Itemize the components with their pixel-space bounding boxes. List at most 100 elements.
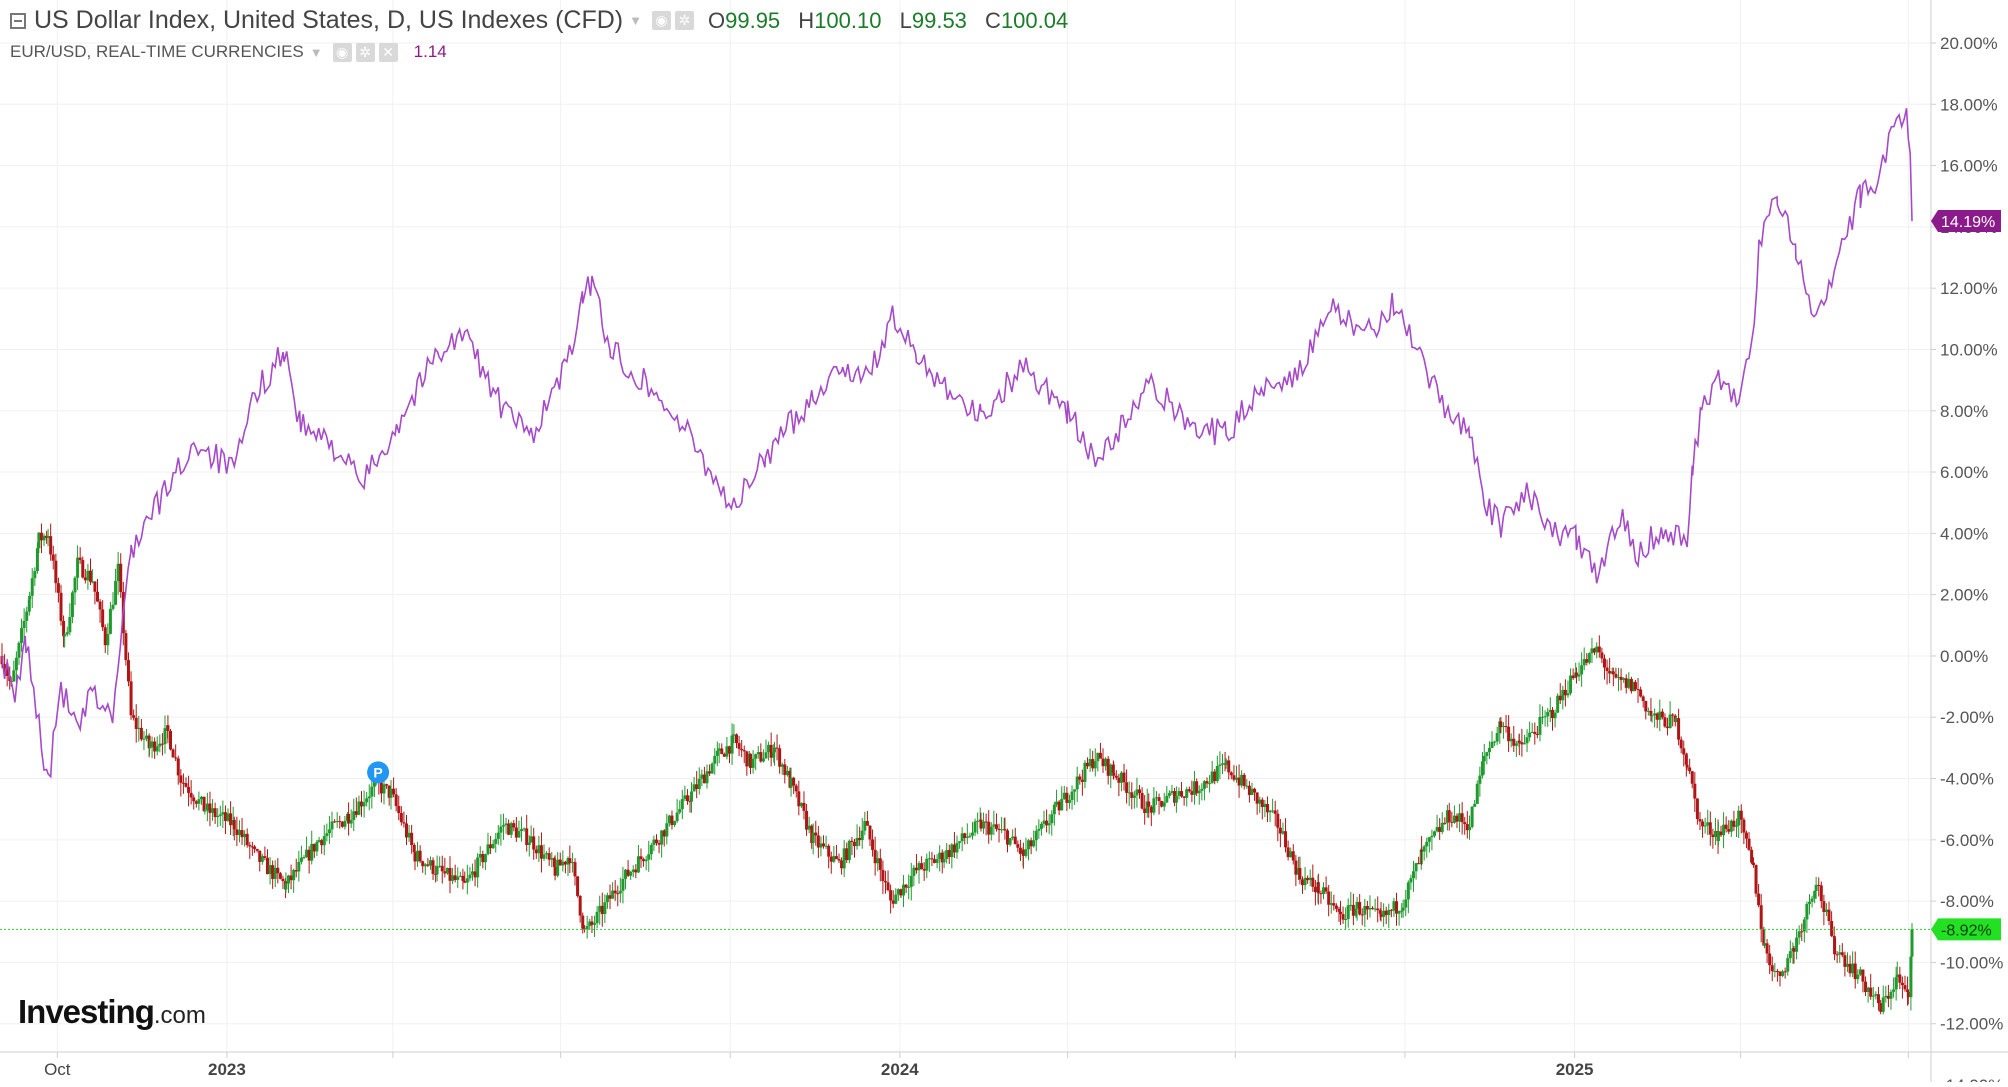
candle-body [1157, 797, 1161, 802]
candle-body [1460, 813, 1464, 823]
candle-body [49, 536, 53, 555]
candle-body [1778, 971, 1782, 976]
candle-body [1688, 767, 1692, 772]
candle-body [837, 859, 841, 861]
candle-body [742, 750, 746, 752]
candle-body [1145, 801, 1149, 814]
candle-body [1605, 667, 1609, 672]
candle-body [772, 752, 776, 758]
candle-body [1096, 752, 1100, 762]
candle-body [1363, 905, 1367, 915]
candle-body [1900, 982, 1904, 986]
candle-body [811, 832, 815, 844]
candle-body [761, 758, 765, 762]
candle-body [1438, 827, 1442, 832]
candle-body [216, 815, 220, 818]
candle-body [1512, 738, 1516, 746]
gear-icon[interactable]: ✲ [674, 11, 694, 30]
chevron-down-icon[interactable]: ▼ [629, 13, 642, 28]
candle-body [1813, 891, 1817, 899]
eye-icon[interactable]: ◉ [332, 42, 352, 62]
candle-body [1253, 788, 1257, 793]
candle-body [434, 873, 438, 875]
candle-body [458, 875, 462, 877]
candle-body [166, 725, 170, 731]
candle-body [176, 758, 180, 776]
y-tick-label: -8.00% [1940, 892, 1994, 911]
candle-body [1690, 771, 1694, 784]
candle-body [1851, 963, 1855, 974]
candle-body [1284, 831, 1288, 848]
candle-body [745, 751, 749, 767]
candle-body [1853, 963, 1857, 980]
candle-body [534, 849, 538, 854]
candle-body [1653, 713, 1657, 716]
candle-body [385, 784, 389, 786]
candle-body [1344, 918, 1348, 920]
y-tick-label: 18.00% [1940, 95, 1998, 114]
candle-body [922, 869, 926, 871]
candle-body [547, 853, 551, 860]
candle-body [1265, 803, 1269, 813]
candle-body [465, 878, 469, 883]
candle-body [1052, 804, 1056, 815]
candle-body [431, 860, 435, 874]
candle-body [281, 878, 285, 882]
candle-body [1600, 652, 1604, 659]
candle-body [416, 850, 420, 862]
candle-body [878, 858, 882, 870]
candle-body [700, 774, 704, 779]
candle-body [1800, 931, 1804, 933]
candle-body [451, 875, 455, 881]
candle-body [1376, 908, 1380, 911]
candle-body [1392, 901, 1396, 911]
candle-body [1470, 806, 1474, 828]
candle-body [1234, 777, 1238, 780]
candle-body [764, 752, 768, 759]
candle-body [1229, 772, 1233, 776]
candle-body [194, 801, 198, 804]
gear-icon[interactable]: ✲ [355, 42, 375, 62]
candle-body [1533, 731, 1537, 734]
candle-body [585, 926, 589, 930]
candle-body [1856, 974, 1860, 980]
candle-body [1737, 810, 1741, 826]
candle-body [39, 532, 43, 541]
main-series-title[interactable]: US Dollar Index, United States, D, US In… [34, 6, 624, 34]
candle-body [578, 895, 582, 916]
chevron-down-icon[interactable]: ▼ [309, 44, 323, 60]
candle-body [1507, 726, 1511, 742]
candle-body [1024, 849, 1028, 856]
candle-body [858, 837, 862, 841]
candle-body [65, 632, 69, 635]
candle-body [1644, 701, 1648, 712]
compare-series-title[interactable]: EUR/USD, REAL-TIME CURRENCIES [10, 42, 304, 61]
candle-body [1365, 905, 1369, 910]
candle-body [1629, 678, 1633, 692]
candle-body [360, 801, 364, 807]
candle-body [46, 536, 50, 538]
candle-body [1711, 834, 1715, 838]
collapse-icon[interactable] [10, 12, 26, 29]
candle-body [1636, 689, 1640, 691]
candle-body [1213, 771, 1217, 782]
candle-body [1762, 929, 1766, 946]
candle-body [160, 743, 164, 745]
candle-body [595, 911, 599, 924]
eye-icon[interactable]: ◉ [651, 11, 671, 30]
candle-body [1170, 791, 1174, 794]
candle-body [1125, 782, 1129, 793]
candle-body [665, 823, 669, 837]
candle-body [979, 819, 983, 829]
candle-body [192, 797, 196, 802]
candle-body [814, 832, 818, 836]
candle-body [1433, 831, 1436, 836]
candle-body [852, 842, 856, 847]
candle-body [1840, 952, 1844, 956]
candle-body [713, 755, 717, 764]
candle-body [1140, 793, 1144, 809]
candle-body [552, 858, 556, 867]
close-icon[interactable]: ✕ [378, 42, 398, 62]
